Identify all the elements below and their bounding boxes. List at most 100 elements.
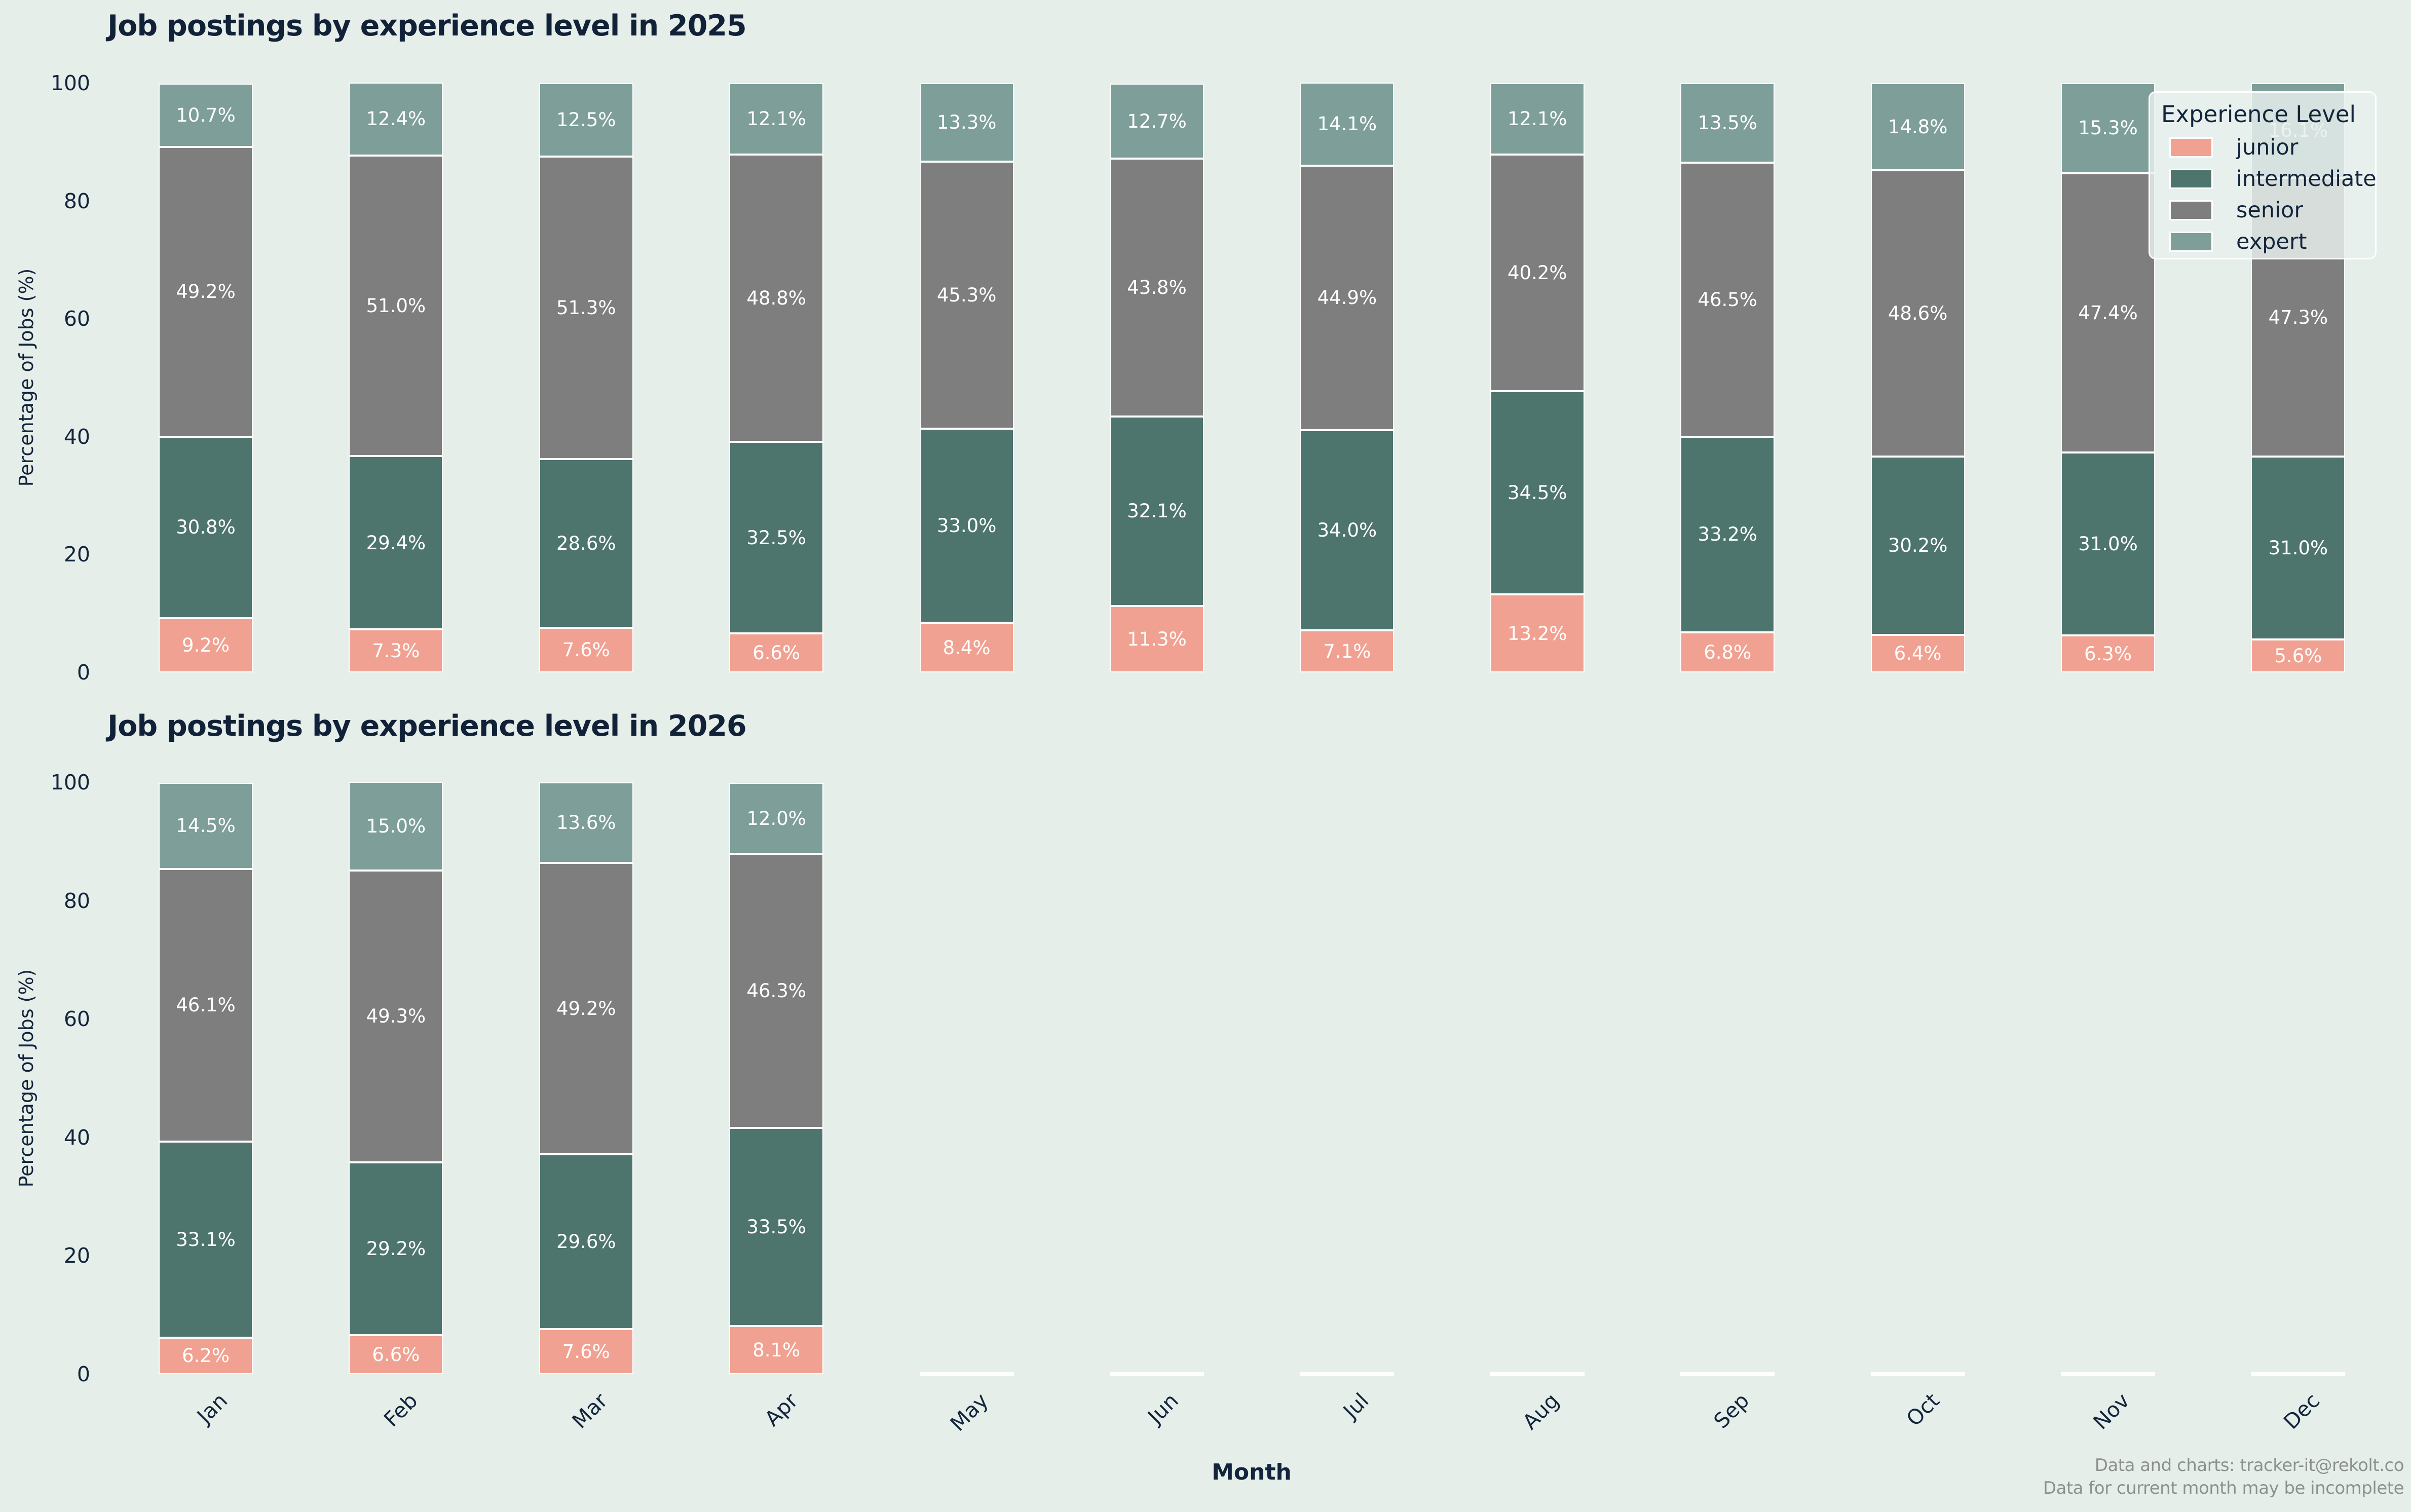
bar-segment-expert: 10.7% [159,84,253,147]
bar-segment-expert: 14.8% [1870,83,1965,171]
empty-bar-baseline [1490,1372,1585,1376]
legend-item-senior: senior [2161,195,2364,226]
bar-segment-senior: 48.6% [1870,170,1965,457]
empty-bar-baseline [1110,1372,1204,1376]
bar-segment-intermediate: 31.0% [2251,457,2346,639]
bar-label: 30.8% [176,516,236,539]
month-tick-label: Apr [760,1388,803,1431]
bar-label: 12.1% [1508,107,1567,130]
bar-label: 12.0% [746,807,806,829]
bar-label: 13.6% [556,811,616,834]
bar-label: 47.4% [2078,302,2138,324]
bar-segment-intermediate: 31.0% [2061,452,2155,635]
bar-segment-junior: 6.8% [1680,632,1775,672]
bar-segment-expert: 12.4% [349,82,443,156]
month-tick-label: Sep [1709,1388,1754,1433]
y-tick-label: 40 [63,424,90,449]
bar-label: 44.9% [1317,287,1377,309]
y-tick-label: 60 [63,1007,90,1032]
y-tick-label: 40 [63,1125,90,1150]
bar-segment-junior: 7.6% [539,627,633,672]
bar-label: 49.2% [176,281,236,303]
footer-line-2: Data for current month may be incomplete [2043,1478,2404,1498]
bar-segment-junior: 9.2% [159,618,253,672]
bar-segment-intermediate: 33.1% [159,1141,253,1338]
bar-segment-intermediate: 30.8% [159,436,253,618]
bar-segment-expert: 14.5% [159,783,253,869]
bar-label: 13.2% [1508,622,1567,645]
bar-label: 32.1% [1127,500,1187,522]
bar-label: 32.5% [746,526,806,549]
bar-label: 33.0% [936,514,997,537]
bar-segment-intermediate: 30.2% [1870,457,1965,635]
bar-label: 13.5% [1698,112,1757,134]
y-tick-label: 80 [63,888,90,913]
month-tick-label: Jul [1338,1388,1374,1423]
bar-label: 14.1% [1317,113,1377,135]
bar-label: 40.2% [1508,261,1567,284]
footer-credits: Data and charts: tracker-it@rekolt.co Da… [2043,1454,2404,1500]
bar-segment-expert: 13.5% [1680,83,1775,163]
bar-label: 6.6% [752,642,801,664]
bar-segment-senior: 47.4% [2061,173,2155,453]
bar-label: 15.0% [366,815,426,837]
bar-segment-senior: 46.3% [729,854,824,1128]
bar-label: 7.6% [562,1341,610,1363]
bar-label: 9.2% [182,634,230,656]
month-tick-label: Oct [1901,1388,1944,1431]
legend-box: Experience Level junior intermediate sen… [2149,91,2377,259]
bar-label: 7.6% [562,639,610,661]
bar-label: 5.6% [2274,645,2322,667]
bar-label: 6.8% [1704,641,1752,663]
bar-segment-junior: 6.2% [159,1337,253,1374]
bar-segment-senior: 45.3% [919,161,1014,429]
bar-label: 33.1% [176,1228,236,1251]
bar-label: 12.1% [746,107,806,130]
bar-segment-junior: 13.2% [1490,594,1585,672]
bar-label: 6.2% [182,1345,230,1367]
expert-swatch-icon [2169,232,2213,252]
bar-label: 6.4% [1894,642,1942,665]
bar-label: 49.3% [366,1005,426,1028]
chart-2026-title: Job postings by experience level in 2026 [107,709,747,743]
month-tick-label: Nov [2088,1388,2134,1434]
bar-segment-junior: 6.3% [2061,635,2155,672]
empty-bar-baseline [919,1372,1014,1376]
y-tick-label: 60 [63,307,90,331]
bar-segment-junior: 7.6% [539,1329,633,1374]
bar-label: 34.0% [1317,519,1377,542]
month-tick-label: Aug [1518,1388,1564,1434]
bar-label: 51.0% [366,295,426,317]
chart-2025-y-axis-title: Percentage of Jobs (%) [15,268,37,487]
legend-item-label: senior [2236,198,2304,223]
y-tick-label: 20 [63,542,90,567]
intermediate-swatch-icon [2169,169,2213,189]
bar-segment-senior: 49.2% [539,862,633,1154]
bar-label: 11.3% [1127,628,1187,650]
month-tick-label: Mar [568,1388,613,1433]
bar-segment-expert: 14.1% [1300,82,1395,166]
bar-label: 29.6% [556,1230,616,1253]
bar-label: 12.4% [366,108,426,130]
bar-segment-junior: 5.6% [2251,639,2346,672]
bar-label: 46.5% [1698,288,1757,311]
bar-label: 43.8% [1127,277,1187,299]
bar-segment-expert: 15.0% [349,781,443,871]
bar-label: 14.5% [176,815,236,837]
bar-segment-junior: 7.3% [349,629,443,672]
y-tick-label: 100 [50,71,90,95]
bar-segment-intermediate: 32.5% [729,442,824,634]
bar-segment-intermediate: 33.5% [729,1128,824,1327]
bar-label: 46.3% [746,980,806,1002]
bar-segment-expert: 12.5% [539,83,633,157]
bar-segment-junior: 6.4% [1870,634,1965,672]
bar-segment-expert: 12.0% [729,783,824,854]
bar-label: 15.3% [2078,117,2138,139]
chart-2026-y-axis-title: Percentage of Jobs (%) [15,969,37,1188]
y-tick-label: 80 [63,188,90,213]
bar-label: 47.3% [2268,306,2328,328]
bar-label: 8.1% [752,1339,801,1362]
bar-label: 6.6% [372,1343,420,1366]
bar-segment-intermediate: 29.6% [539,1154,633,1330]
